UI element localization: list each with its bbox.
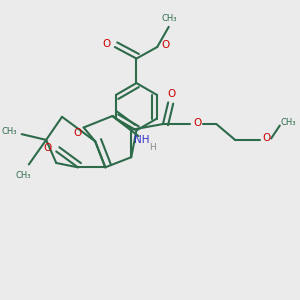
Text: CH₃: CH₃ <box>2 127 17 136</box>
Text: O: O <box>102 39 110 49</box>
Text: O: O <box>44 143 52 153</box>
Text: CH₃: CH₃ <box>161 14 176 23</box>
Text: H: H <box>149 142 156 152</box>
Text: O: O <box>194 118 202 128</box>
Text: CH₃: CH₃ <box>15 171 31 180</box>
Text: CH₃: CH₃ <box>280 118 295 127</box>
Text: O: O <box>74 128 82 138</box>
Text: O: O <box>167 89 175 99</box>
Text: O: O <box>161 40 170 50</box>
Text: O: O <box>263 134 271 143</box>
Text: NH: NH <box>134 135 150 145</box>
